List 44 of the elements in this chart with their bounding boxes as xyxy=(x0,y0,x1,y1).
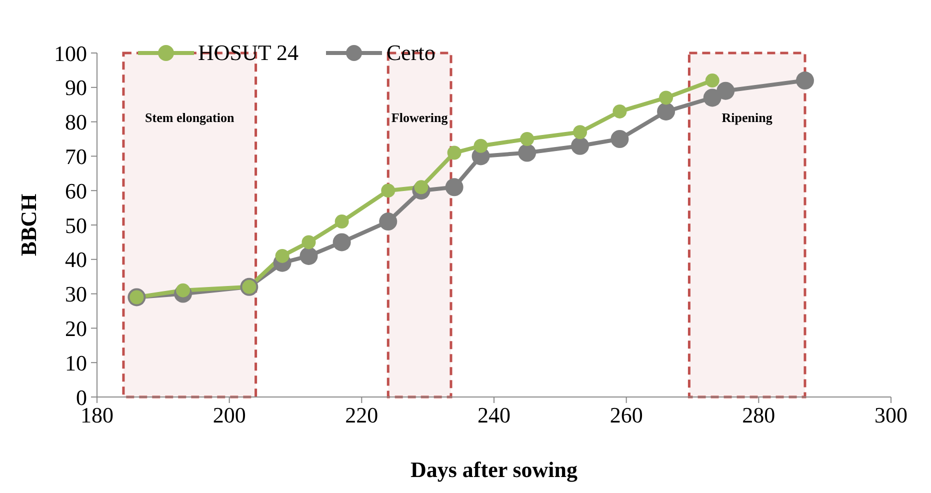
x-tick-label: 280 xyxy=(742,402,776,428)
point xyxy=(796,72,814,90)
point xyxy=(275,248,290,263)
point xyxy=(447,146,462,160)
y-tick-label: 60 xyxy=(65,178,87,204)
y-tick-label: 40 xyxy=(65,247,87,272)
point xyxy=(571,136,590,155)
x-tick-label: 260 xyxy=(610,402,643,428)
band-label: Flowering xyxy=(391,110,448,125)
point xyxy=(518,144,536,162)
point xyxy=(334,214,349,229)
point xyxy=(520,132,534,146)
point xyxy=(703,88,722,107)
point xyxy=(300,246,318,265)
point xyxy=(612,104,627,118)
x-tick-label: 200 xyxy=(212,402,246,428)
band-label: Stem elongation xyxy=(145,110,235,125)
point xyxy=(445,178,464,196)
point xyxy=(379,212,398,231)
x-tick-label: 220 xyxy=(345,402,378,428)
y-tick-label: 80 xyxy=(65,110,87,135)
y-tick-label: 90 xyxy=(65,75,87,100)
point xyxy=(474,138,488,153)
y-axis-title: BBCH xyxy=(16,194,41,256)
point xyxy=(610,130,629,148)
y-tick-label: 30 xyxy=(65,282,87,307)
y-tick-label: 10 xyxy=(65,350,87,376)
x-axis-title: Days after sowing xyxy=(410,457,578,482)
point xyxy=(716,82,735,100)
point xyxy=(657,102,676,120)
point xyxy=(705,74,720,88)
point xyxy=(302,235,316,250)
x-tick-label: 240 xyxy=(478,402,510,428)
y-tick-label: 50 xyxy=(65,212,87,238)
legend-label: HOSUT 24 xyxy=(198,40,298,66)
point xyxy=(573,125,588,140)
y-tick-label: 20 xyxy=(65,316,87,342)
y-tick-label: 100 xyxy=(54,40,87,66)
y-tick-label: 70 xyxy=(65,144,87,170)
x-tick-label: 300 xyxy=(874,402,908,428)
point xyxy=(659,90,674,105)
point xyxy=(332,233,351,252)
point xyxy=(381,184,396,198)
band-label: Ripening xyxy=(722,110,773,125)
